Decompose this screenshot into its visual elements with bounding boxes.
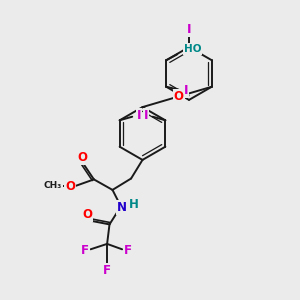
Text: O: O [78,151,88,164]
Text: I: I [183,84,188,97]
Text: I: I [187,23,191,36]
Text: F: F [81,244,89,257]
Text: I: I [137,109,141,122]
Text: F: F [103,264,111,277]
Text: O: O [174,90,184,104]
Text: F: F [124,244,131,257]
Text: I: I [144,109,148,122]
Text: N: N [117,201,127,214]
Text: H: H [129,197,138,211]
Text: CH₃: CH₃ [44,182,62,190]
Text: O: O [65,180,75,194]
Text: O: O [82,208,92,221]
Text: HO: HO [184,44,202,54]
